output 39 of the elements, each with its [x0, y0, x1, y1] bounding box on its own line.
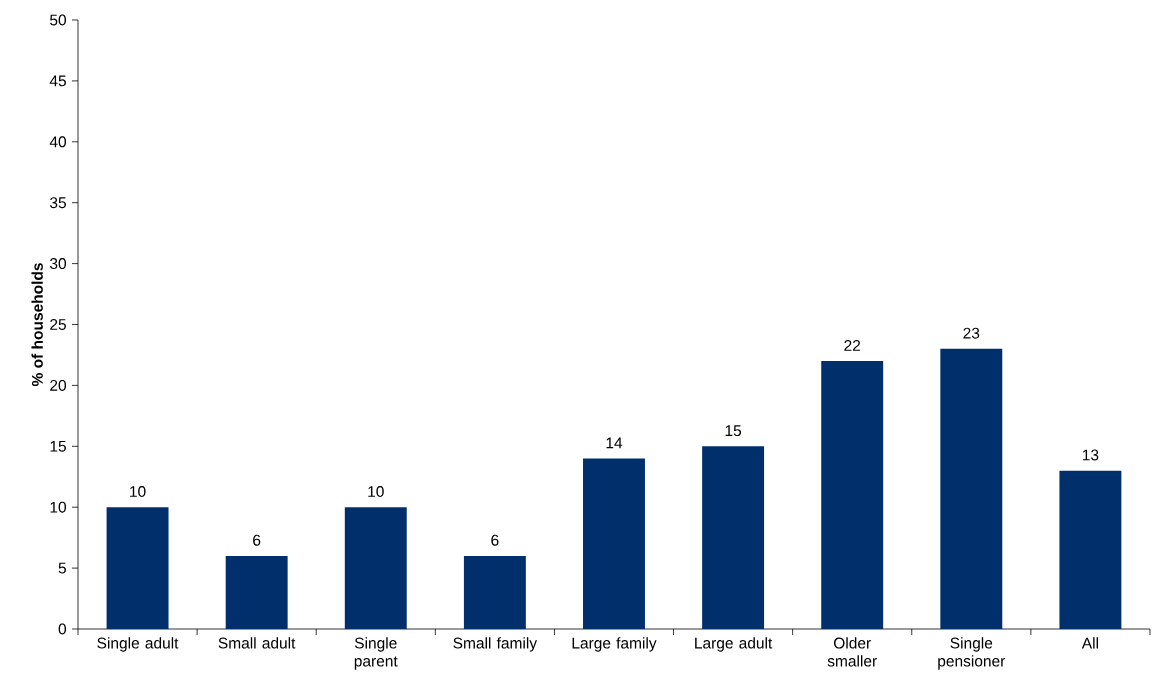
x-tick-label: Small family	[453, 637, 538, 652]
y-tick-label: 35	[49, 197, 66, 209]
x-tick-label: Older smaller	[827, 637, 877, 667]
y-tick-label: 30	[49, 258, 67, 270]
bar	[344, 507, 407, 629]
bar	[1059, 470, 1122, 629]
x-tick-label: Single pensioner	[938, 637, 1006, 670]
data-label: 10	[368, 486, 384, 497]
bar	[702, 446, 765, 629]
y-tick-label: 20	[50, 379, 67, 391]
y-tick-label: 5	[58, 562, 66, 574]
x-tick-label: Small adult	[218, 637, 296, 649]
y-tick-label: 15	[50, 440, 66, 452]
data-label: 10	[130, 486, 146, 497]
y-tick-label: 10	[50, 501, 67, 513]
x-tick-label: Single parent	[354, 637, 398, 670]
x-tick-label: Large adult	[695, 637, 773, 652]
x-tick-label: All	[1081, 637, 1098, 649]
y-tick-label: 25	[50, 319, 66, 330]
y-tick-label: 50	[50, 14, 67, 26]
y-tick-label: 40	[49, 136, 67, 148]
data-label: 14	[606, 437, 623, 449]
bar	[821, 361, 884, 629]
data-label: 22	[844, 340, 861, 351]
bar	[583, 458, 645, 629]
data-label: 6	[491, 534, 499, 546]
x-tick-label: Large family	[572, 637, 657, 652]
data-label: 6	[253, 534, 261, 546]
data-label: 13	[1082, 449, 1099, 461]
bar	[225, 555, 288, 629]
x-tick-label: Single adult	[97, 637, 179, 652]
y-axis-title: % of households	[31, 263, 43, 387]
bar	[463, 555, 526, 629]
bar	[106, 507, 169, 629]
bar	[940, 348, 1003, 629]
data-label: 23	[963, 327, 980, 339]
y-tick-label: 0	[58, 623, 67, 635]
data-label: 15	[725, 425, 742, 437]
y-tick-label: 45	[49, 75, 66, 87]
